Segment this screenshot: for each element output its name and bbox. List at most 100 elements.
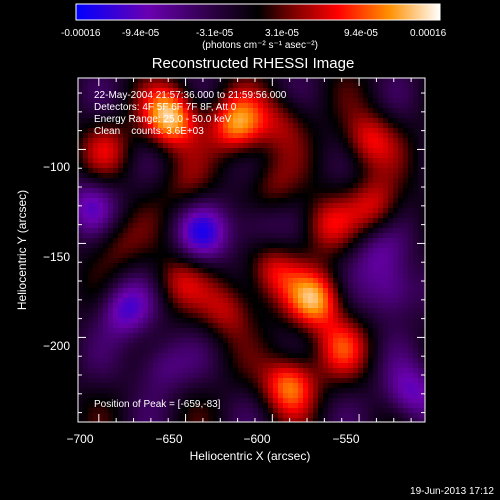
heatmap-cell xyxy=(338,288,344,294)
heatmap-cell xyxy=(168,273,174,279)
heatmap-cell xyxy=(198,413,204,419)
heatmap-cell xyxy=(308,123,314,129)
heatmap-cell xyxy=(193,413,199,419)
heatmap-cell xyxy=(108,88,114,94)
heatmap-cell xyxy=(118,193,124,199)
heatmap-cell xyxy=(318,388,324,394)
heatmap-cell xyxy=(218,403,224,409)
heatmap-cell xyxy=(348,353,354,359)
heatmap-cell xyxy=(203,253,209,259)
heatmap-cell xyxy=(333,78,339,84)
heatmap-cell xyxy=(293,418,299,422)
heatmap-cell xyxy=(233,218,239,224)
heatmap-cell xyxy=(318,98,324,104)
heatmap-cell xyxy=(228,278,234,284)
heatmap-cell xyxy=(298,328,304,334)
annotation-clean-counts: Clean counts: 3.6E+03 xyxy=(94,126,204,137)
heatmap-cell xyxy=(203,93,209,99)
heatmap-cell xyxy=(128,333,134,339)
heatmap-cell xyxy=(213,273,219,279)
heatmap-cell xyxy=(228,253,234,259)
heatmap-cell xyxy=(158,303,164,309)
heatmap-cell xyxy=(323,323,329,329)
heatmap-cell xyxy=(78,343,84,349)
heatmap-cell xyxy=(118,278,124,284)
heatmap-cell xyxy=(398,208,404,214)
heatmap-cell xyxy=(308,93,314,99)
heatmap-cell xyxy=(208,138,214,144)
heatmap-cell xyxy=(403,308,409,314)
heatmap-cell xyxy=(348,108,354,114)
heatmap-cell xyxy=(103,333,109,339)
heatmap-cell xyxy=(323,398,329,404)
heatmap-cell xyxy=(308,388,314,394)
heatmap-cell xyxy=(283,393,289,399)
heatmap-cell xyxy=(113,148,119,154)
heatmap-cell xyxy=(158,213,164,219)
heatmap-cell xyxy=(123,288,129,294)
heatmap-cell xyxy=(383,368,389,374)
heatmap-cell xyxy=(78,108,84,114)
heatmap-cell xyxy=(273,363,279,369)
heatmap-cell xyxy=(188,213,194,219)
heatmap-cell xyxy=(418,173,424,179)
heatmap-cell xyxy=(298,278,304,284)
heatmap-cell xyxy=(333,388,339,394)
heatmap-cell xyxy=(83,78,89,84)
heatmap-cell xyxy=(378,233,384,239)
heatmap-cell xyxy=(158,268,164,274)
heatmap-cell xyxy=(253,173,259,179)
heatmap-cell xyxy=(393,258,399,264)
heatmap-cell xyxy=(423,243,425,249)
heatmap-cell xyxy=(423,93,425,99)
heatmap-cell xyxy=(173,243,179,249)
heatmap-cell xyxy=(198,273,204,279)
heatmap-cell xyxy=(103,363,109,369)
heatmap-cell xyxy=(148,393,154,399)
heatmap-cell xyxy=(268,338,274,344)
heatmap-cell xyxy=(208,368,214,374)
heatmap-cell xyxy=(128,353,134,359)
heatmap-cell xyxy=(208,248,214,254)
heatmap-cell xyxy=(168,283,174,289)
heatmap-cell xyxy=(88,273,94,279)
heatmap-cell xyxy=(423,348,425,354)
heatmap-cell xyxy=(383,323,389,329)
heatmap-cell xyxy=(238,353,244,359)
heatmap-cell xyxy=(243,153,249,159)
heatmap-cell xyxy=(218,353,224,359)
heatmap-cell xyxy=(363,188,369,194)
heatmap-cell xyxy=(203,183,209,189)
heatmap-cell xyxy=(148,138,154,144)
heatmap-cell xyxy=(353,173,359,179)
heatmap-cell xyxy=(88,413,94,419)
heatmap-cell xyxy=(398,128,404,134)
heatmap-cell xyxy=(378,113,384,119)
heatmap-cell xyxy=(273,408,279,414)
heatmap-cell xyxy=(398,143,404,149)
heatmap-cell xyxy=(123,398,129,404)
heatmap-cell xyxy=(368,368,374,374)
heatmap-cell xyxy=(243,128,249,134)
heatmap-cell xyxy=(278,298,284,304)
heatmap-cell xyxy=(363,413,369,419)
heatmap-cell xyxy=(273,263,279,269)
heatmap-cell xyxy=(253,103,259,109)
heatmap-cell xyxy=(298,133,304,139)
heatmap-cell xyxy=(328,403,334,409)
heatmap-cell xyxy=(318,253,324,259)
heatmap-cell xyxy=(163,338,169,344)
heatmap-cell xyxy=(178,278,184,284)
heatmap-cell xyxy=(178,153,184,159)
heatmap-cell xyxy=(298,338,304,344)
heatmap-cell xyxy=(143,278,149,284)
heatmap-cell xyxy=(323,178,329,184)
heatmap-cell xyxy=(348,273,354,279)
heatmap-cell xyxy=(183,348,189,354)
heatmap-cell xyxy=(253,248,259,254)
heatmap-cell xyxy=(98,88,104,94)
heatmap-cell xyxy=(253,258,259,264)
heatmap-cell xyxy=(198,288,204,294)
heatmap-cell xyxy=(133,98,139,104)
heatmap-cell xyxy=(418,313,424,319)
